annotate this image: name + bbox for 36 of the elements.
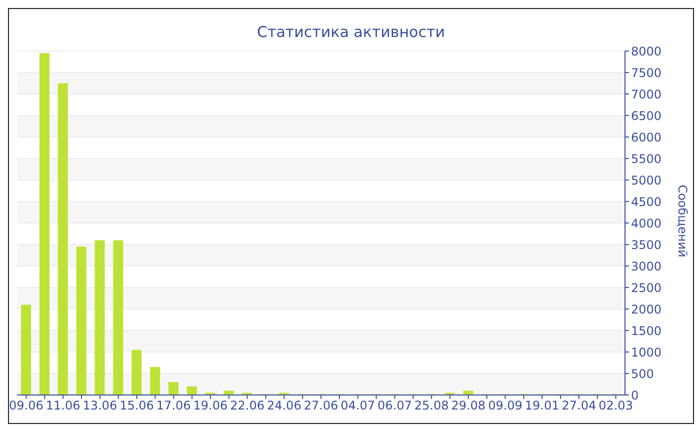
x-tick-label: 27.06 bbox=[304, 398, 338, 413]
x-tick-label: 22.06 bbox=[230, 398, 264, 413]
y-axis-title: Сообщений bbox=[676, 184, 690, 258]
x-tick-label: 02.03 bbox=[598, 398, 633, 413]
y-tick-label: 5000 bbox=[631, 173, 662, 188]
y-tick-label: 8000 bbox=[631, 44, 662, 58]
x-tick-label: 27.04 bbox=[562, 398, 596, 413]
x-tick-label: 25.08 bbox=[414, 398, 449, 413]
y-tick-label: 500 bbox=[631, 366, 654, 381]
x-tick-label: 11.06 bbox=[46, 398, 80, 413]
y-tick-label: 5500 bbox=[631, 152, 662, 166]
x-tick-label: 09.06 bbox=[9, 398, 44, 413]
x-tick-label: 19.06 bbox=[193, 398, 228, 413]
y-tick-label: 2000 bbox=[631, 302, 662, 316]
y-tick-label: 3500 bbox=[631, 238, 662, 252]
x-tick-label: 24.06 bbox=[266, 398, 302, 413]
x-tick-label: 04.07 bbox=[340, 398, 376, 413]
x-tick-label: 15.06 bbox=[120, 398, 154, 413]
x-tick-label: 06.07 bbox=[378, 398, 412, 413]
y-tick-label: 6500 bbox=[631, 108, 662, 123]
y-tick-label: 7000 bbox=[631, 87, 662, 102]
y-tick-label: 7500 bbox=[631, 66, 662, 80]
y-tick-label: 0 bbox=[631, 388, 639, 402]
y-tick-label: 1500 bbox=[631, 324, 662, 338]
y-tick-label: 2500 bbox=[631, 280, 662, 295]
x-tick-label: 29.08 bbox=[451, 398, 486, 413]
y-tick-label: 3000 bbox=[631, 259, 662, 274]
x-tick-label: 19.01 bbox=[524, 398, 560, 413]
y-tick-label: 6000 bbox=[631, 130, 662, 144]
y-tick-label: 4000 bbox=[631, 216, 662, 230]
y-tick-label: 1000 bbox=[631, 345, 662, 360]
chart-title: Статистика активности bbox=[256, 23, 446, 41]
x-tick-label: 09.09 bbox=[488, 398, 522, 413]
x-tick-label: 17.06 bbox=[156, 398, 191, 413]
x-tick-label: 13.06 bbox=[82, 398, 118, 413]
y-tick-label: 4500 bbox=[631, 194, 662, 209]
